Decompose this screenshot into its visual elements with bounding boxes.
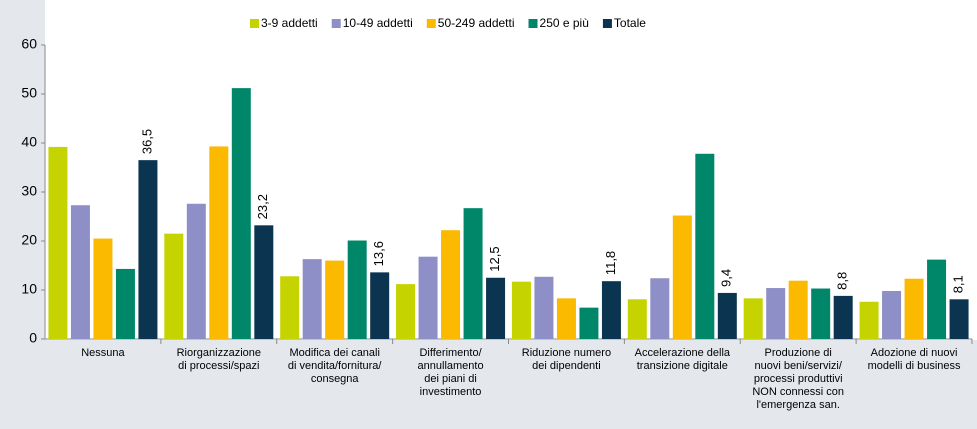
x-tick-label: annullamento <box>418 360 484 372</box>
x-tick-label: l'emergenza san. <box>756 399 839 411</box>
legend-swatch <box>602 19 612 28</box>
value-label: 36,5 <box>139 129 154 154</box>
x-tick-label: Riduzione numero <box>522 347 611 359</box>
bar <box>164 233 184 339</box>
legend-swatch <box>426 19 436 28</box>
y-tick-label: 50 <box>21 85 37 101</box>
x-tick-label: Produzione di <box>765 347 832 359</box>
bar <box>788 280 808 339</box>
bar <box>441 230 461 339</box>
x-tick-label: investimento <box>420 386 482 398</box>
bar <box>627 299 647 339</box>
legend-label: Totale <box>614 16 646 30</box>
bar <box>833 295 853 339</box>
bar <box>766 288 786 339</box>
y-tick-label: 60 <box>21 36 37 52</box>
value-label: 9,4 <box>719 269 734 287</box>
bar <box>115 268 135 339</box>
legend-label: 3-9 addetti <box>261 16 318 30</box>
bar <box>927 259 947 339</box>
y-tick-label: 40 <box>21 134 37 150</box>
bar <box>70 205 90 339</box>
legend-label: 50-249 addetti <box>438 16 515 30</box>
x-tick-label: modelli di business <box>868 360 961 372</box>
x-tick-label: Nessuna <box>81 347 125 359</box>
bar <box>650 278 670 339</box>
bar <box>672 215 692 339</box>
bar <box>48 146 68 339</box>
legend-label: 10-49 addetti <box>343 16 413 30</box>
value-label: 8,1 <box>951 275 966 293</box>
bar <box>254 225 274 339</box>
bar <box>534 276 554 339</box>
x-tick-label: Riorganizzazione <box>177 347 261 359</box>
bar <box>511 281 531 339</box>
value-label: 12,5 <box>487 246 502 271</box>
bar <box>904 278 924 339</box>
bar <box>486 277 506 339</box>
x-tick-label: processi produttivi <box>754 373 843 385</box>
bar <box>138 160 158 339</box>
bar <box>209 146 229 339</box>
bar <box>418 256 438 339</box>
bar <box>743 298 763 339</box>
x-tick-label: dei dipendenti <box>532 360 601 372</box>
bar <box>93 238 113 339</box>
x-tick-label: Differimento/ <box>419 347 482 359</box>
bar <box>601 281 621 339</box>
bar <box>811 288 831 339</box>
bar <box>949 299 969 339</box>
legend-swatch <box>250 19 259 28</box>
bar <box>882 290 902 339</box>
value-label: 13,6 <box>371 241 386 266</box>
legend-swatch <box>528 19 538 28</box>
bar <box>717 292 737 339</box>
legend-swatch <box>331 19 341 28</box>
x-tick-label: Modifica dei canali <box>289 347 380 359</box>
bar <box>396 284 416 339</box>
bar <box>325 260 345 339</box>
y-tick-label: 20 <box>21 232 37 248</box>
x-tick-label: consegna <box>311 373 360 385</box>
y-tick-label: 30 <box>21 183 37 199</box>
bar <box>859 301 879 339</box>
bar <box>347 240 367 339</box>
bar <box>463 208 483 339</box>
x-tick-label: di processi/spazi <box>178 360 259 372</box>
x-tick-label: NON connessi con <box>752 386 844 398</box>
y-tick-label: 10 <box>21 281 37 297</box>
value-label: 23,2 <box>255 194 270 219</box>
bar <box>695 153 715 339</box>
y-tick-label: 0 <box>29 330 37 346</box>
x-tick-label: dei piani di <box>424 373 477 385</box>
bar <box>280 276 300 339</box>
x-tick-label: di vendita/fornitura/ <box>288 360 382 372</box>
bar <box>186 203 206 339</box>
bar <box>556 298 576 339</box>
x-tick-label: Adozione di nuovi <box>871 347 958 359</box>
x-tick-label: nuovi beni/servizi/ <box>754 360 842 372</box>
x-tick-label: transizione digitale <box>637 360 728 372</box>
x-tick-label: Accelerazione della <box>635 347 731 359</box>
bar <box>231 88 251 340</box>
bar <box>579 307 599 339</box>
bar <box>370 272 390 339</box>
value-label: 8,8 <box>835 272 850 290</box>
value-label: 11,8 <box>603 251 618 275</box>
bar <box>302 259 322 339</box>
legend-label: 250 e più <box>540 16 589 30</box>
